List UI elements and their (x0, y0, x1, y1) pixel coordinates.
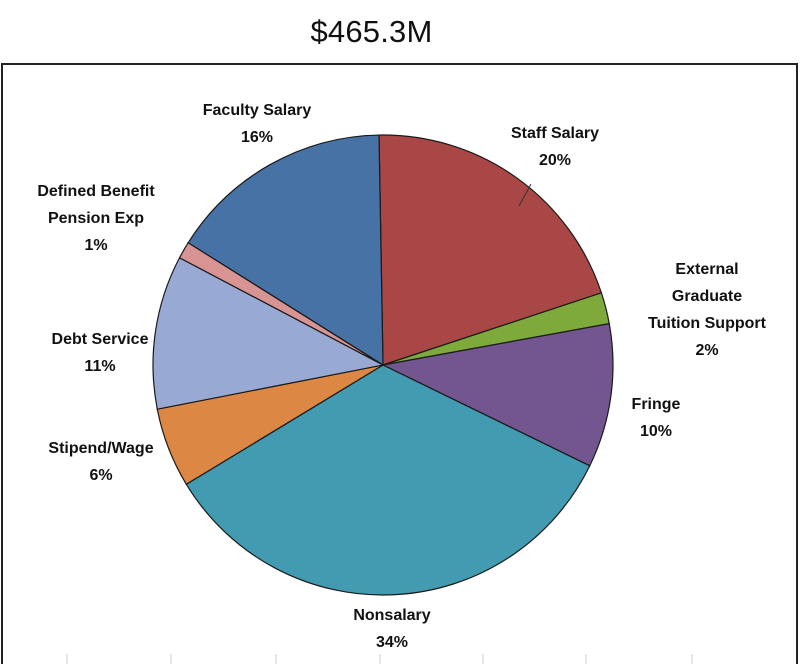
slice-name-label: Defined Benefit (37, 183, 155, 200)
slice-name-label: Staff Salary (511, 125, 599, 142)
slice-name-label: Fringe (632, 396, 681, 413)
slice-label-stipend-wage: Stipend/Wage 6% (48, 440, 153, 484)
label-leader-line (518, 183, 532, 207)
pie-slice-nonsalary (185, 364, 591, 596)
slice-label-nonsalary: Nonsalary 34% (353, 607, 430, 651)
pie-slice-debt-service (152, 256, 385, 410)
slice-name-label: Tuition Support (648, 315, 767, 332)
slice-label-debt-service: Debt Service 11% (52, 331, 149, 375)
slice-name-label: Stipend/Wage (48, 440, 153, 457)
slice-percent-label: 10% (640, 423, 672, 440)
slice-name-label: Debt Service (52, 331, 149, 348)
slice-percent-label: 2% (695, 342, 718, 359)
slice-name-label: External (675, 261, 738, 278)
slice-name-label: Pension Exp (48, 210, 144, 227)
pie-slice-faculty-salary (187, 134, 384, 367)
slice-label-faculty-salary: Faculty Salary 16% (203, 102, 312, 146)
slice-name-label: Faculty Salary (203, 102, 312, 119)
slice-name-label: Graduate (672, 288, 742, 305)
slice-label-staff-salary: Staff Salary 20% (511, 125, 599, 169)
slice-percent-label: 34% (376, 634, 408, 651)
slice-percent-label: 16% (241, 129, 273, 146)
slice-label-external-graduate-tuition-support: External Graduate Tuition Support 2% (648, 261, 767, 359)
pie-slice-fringe (381, 322, 614, 467)
chart-title: $465.3M (310, 14, 433, 49)
slice-name-label: Nonsalary (353, 607, 430, 624)
slice-percent-label: 11% (84, 358, 115, 375)
slice-label-defined-benefit-pension-exp: Defined Benefit Pension Exp 1% (37, 183, 155, 254)
slice-label-fringe: Fringe 10% (632, 396, 681, 440)
slice-percent-label: 6% (89, 467, 112, 484)
slice-percent-label: 1% (84, 237, 107, 254)
slice-percent-label: 20% (539, 152, 571, 169)
pie-slice-staff-salary (378, 134, 603, 366)
